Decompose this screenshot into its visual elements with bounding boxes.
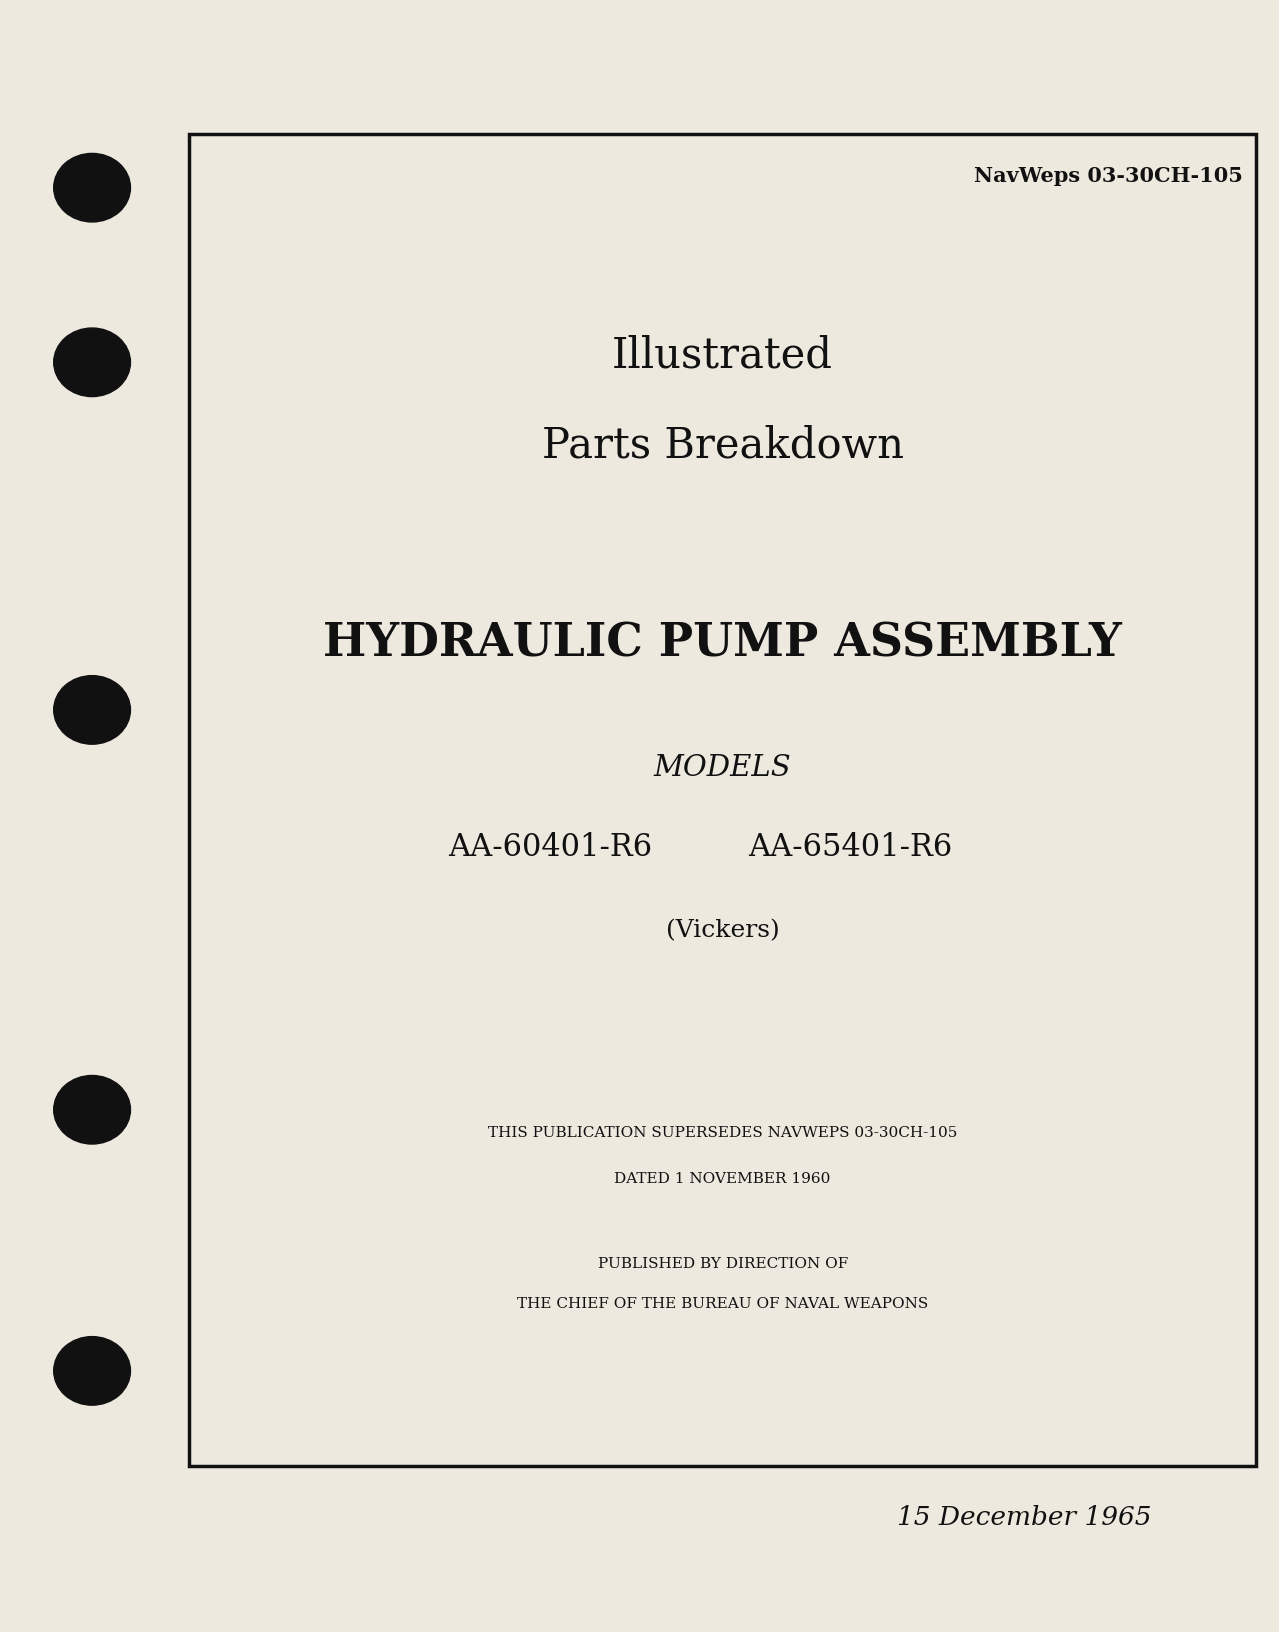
Text: PUBLISHED BY DIRECTION OF: PUBLISHED BY DIRECTION OF (597, 1257, 848, 1271)
Ellipse shape (54, 1075, 130, 1144)
Text: NavWeps 03-30CH-105: NavWeps 03-30CH-105 (975, 166, 1243, 186)
Text: AA-65401-R6: AA-65401-R6 (748, 832, 953, 863)
Bar (189, 134, 1256, 1466)
Text: AA-60401-R6: AA-60401-R6 (448, 832, 652, 863)
Text: THE CHIEF OF THE BUREAU OF NAVAL WEAPONS: THE CHIEF OF THE BUREAU OF NAVAL WEAPONS (517, 1297, 929, 1312)
Text: THIS PUBLICATION SUPERSEDES NAVWEPS 03-30CH-105: THIS PUBLICATION SUPERSEDES NAVWEPS 03-3… (489, 1126, 957, 1141)
Text: MODELS: MODELS (654, 754, 792, 782)
Text: Parts Breakdown: Parts Breakdown (541, 424, 904, 467)
Ellipse shape (54, 676, 130, 744)
Text: (Vickers): (Vickers) (666, 919, 779, 942)
Text: Illustrated: Illustrated (613, 335, 833, 377)
Ellipse shape (54, 1337, 130, 1405)
Ellipse shape (54, 328, 130, 397)
Text: HYDRAULIC PUMP ASSEMBLY: HYDRAULIC PUMP ASSEMBLY (324, 620, 1122, 666)
Text: DATED 1 NOVEMBER 1960: DATED 1 NOVEMBER 1960 (614, 1172, 831, 1186)
Text: 15 December 1965: 15 December 1965 (897, 1505, 1151, 1529)
Ellipse shape (54, 153, 130, 222)
